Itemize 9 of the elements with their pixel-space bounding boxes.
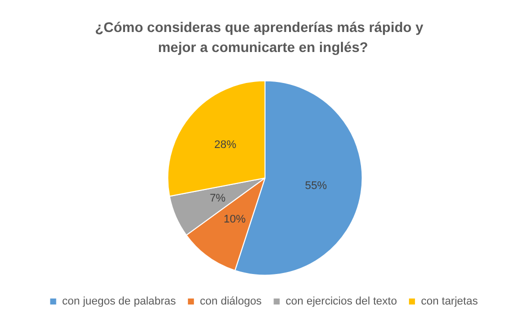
data-label: 28% [214,139,236,152]
legend-label: con juegos de palabras [62,296,176,308]
legend-label: con tarjetas [420,296,478,308]
chart-title: ¿Cómo consideras que aprenderías más rápido y mejor a comunicarte en inglés? [94,19,432,55]
data-label: 7% [210,192,226,204]
legend-label: con diálogos [200,296,262,308]
legend-label: con ejercicios del texto [286,296,397,308]
data-label: 10% [224,214,246,226]
data-label: 55% [304,180,328,192]
